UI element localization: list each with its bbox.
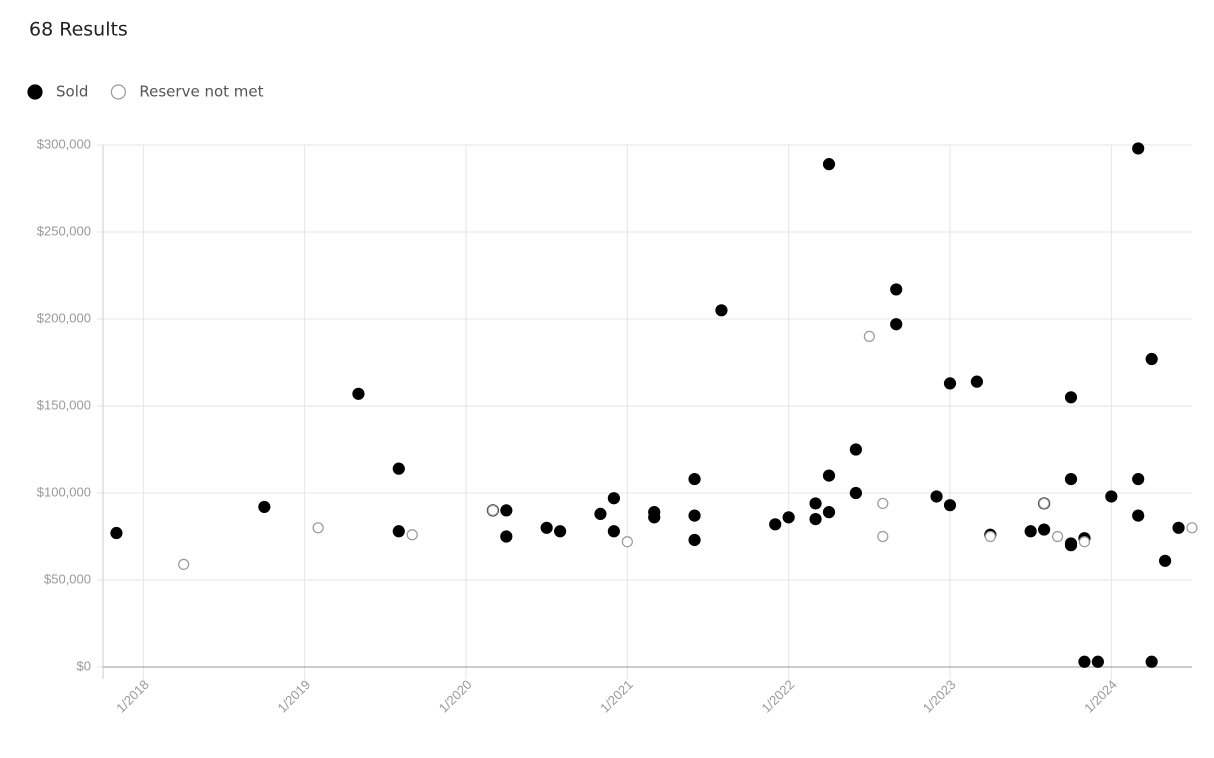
point — [178, 558, 190, 570]
point — [822, 469, 836, 482]
point — [1078, 655, 1091, 668]
point — [1172, 521, 1185, 534]
point — [392, 462, 405, 475]
point — [607, 525, 620, 538]
legend-label: Reserve not met — [139, 83, 263, 101]
point — [943, 377, 957, 390]
point — [607, 492, 620, 505]
point — [487, 504, 499, 516]
point — [392, 525, 405, 538]
point — [406, 529, 418, 541]
point — [594, 507, 607, 520]
point — [1064, 539, 1078, 552]
point — [930, 490, 943, 503]
point — [1105, 490, 1118, 503]
point — [1051, 530, 1064, 543]
point — [822, 158, 836, 171]
y-tick-label: $250,000 — [37, 223, 91, 238]
y-tick-label: $50,000 — [44, 571, 91, 586]
point — [890, 283, 903, 296]
point — [688, 533, 701, 547]
point — [970, 375, 983, 388]
x-tick-label: 1/2018 — [113, 677, 152, 716]
y-tick-label: $100,000 — [37, 484, 91, 499]
point — [688, 472, 701, 486]
y-tick-label: $200,000 — [37, 310, 91, 325]
y-tick-label: $0 — [77, 658, 91, 673]
point — [110, 526, 123, 540]
point — [621, 536, 633, 548]
point — [769, 518, 782, 531]
point — [715, 304, 728, 317]
legend-label: Sold — [56, 83, 88, 101]
point — [1159, 554, 1172, 567]
point — [554, 525, 567, 538]
point — [500, 530, 513, 543]
point — [1145, 352, 1158, 366]
point — [1091, 655, 1104, 668]
point — [1186, 522, 1198, 534]
point — [984, 530, 996, 543]
point — [1038, 523, 1051, 536]
x-tick-label: 1/2019 — [274, 677, 313, 716]
x-tick-label: 1/2023 — [920, 677, 959, 716]
point — [1132, 509, 1145, 522]
point — [688, 509, 701, 522]
legend-marker — [27, 84, 43, 100]
point — [877, 530, 889, 543]
point — [849, 486, 862, 500]
point — [863, 330, 875, 342]
point — [1132, 142, 1145, 155]
point — [540, 521, 553, 534]
chart-title: 68 Results — [29, 19, 128, 41]
point — [1064, 391, 1078, 404]
point — [312, 522, 324, 534]
y-tick-label: $300,000 — [37, 136, 91, 151]
point — [877, 497, 889, 510]
point — [648, 506, 661, 519]
point — [258, 500, 271, 514]
point — [849, 443, 862, 456]
point — [822, 506, 836, 519]
x-tick-label: 1/2020 — [436, 677, 475, 716]
x-tick-label: 1/2021 — [597, 677, 636, 716]
point — [1145, 655, 1158, 668]
point — [1024, 525, 1037, 538]
x-tick-label: 1/2024 — [1081, 677, 1120, 716]
point — [809, 497, 822, 510]
point — [943, 499, 957, 512]
point — [1078, 536, 1091, 548]
legend-marker — [110, 84, 126, 100]
y-tick-label: $150,000 — [37, 397, 91, 412]
point — [809, 512, 822, 526]
x-tick-label: 1/2022 — [758, 677, 797, 716]
point — [890, 318, 903, 331]
point — [782, 511, 795, 524]
point — [500, 504, 513, 517]
point — [1038, 497, 1050, 510]
point — [1064, 472, 1078, 486]
point — [352, 387, 365, 400]
point — [1132, 472, 1145, 486]
